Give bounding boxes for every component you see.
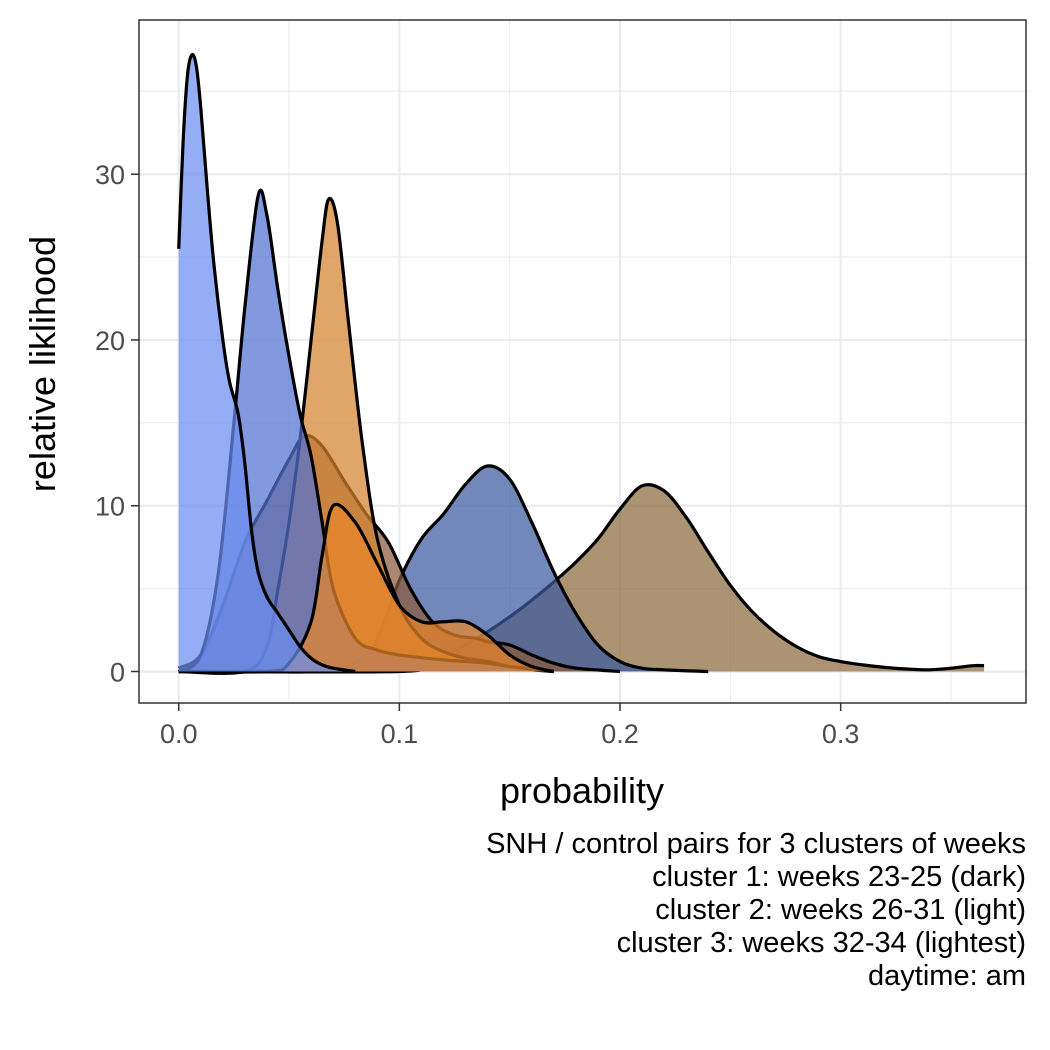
density-area-7 xyxy=(178,54,356,672)
x-axis-title: probability xyxy=(500,770,664,811)
density-line-7 xyxy=(177,52,356,674)
density-series xyxy=(177,52,985,675)
x-tick-label: 0.1 xyxy=(381,719,419,749)
y-tick-label: 20 xyxy=(95,326,125,356)
axis-ticks: 0.0 0.1 0.2 0.3 0 10 20 30 xyxy=(95,160,859,749)
panel-border xyxy=(138,19,1027,704)
density-area-2 xyxy=(178,465,709,673)
density-area-1 xyxy=(178,484,985,672)
density-area-5 xyxy=(178,190,554,672)
caption-line: cluster 2: weeks 26-31 (light) xyxy=(655,894,1026,926)
y-axis-title: relative liklihood xyxy=(22,236,63,492)
plot-caption: SNH / control pairs for 3 clusters of we… xyxy=(486,828,1026,993)
caption-line: daytime: am xyxy=(868,960,1026,992)
x-tick-label: 0.2 xyxy=(601,719,639,749)
density-area-6 xyxy=(178,504,554,673)
y-tick-label: 0 xyxy=(110,658,125,688)
caption-line: SNH / control pairs for 3 clusters of we… xyxy=(486,828,1026,860)
caption-line: cluster 1: weeks 23-25 (dark) xyxy=(652,861,1026,893)
caption-line: cluster 3: weeks 32-34 (lightest) xyxy=(616,927,1026,959)
x-tick-label: 0.0 xyxy=(160,719,198,749)
y-tick-label: 10 xyxy=(95,492,125,522)
x-tick-label: 0.3 xyxy=(822,719,860,749)
y-tick-label: 30 xyxy=(95,160,125,190)
